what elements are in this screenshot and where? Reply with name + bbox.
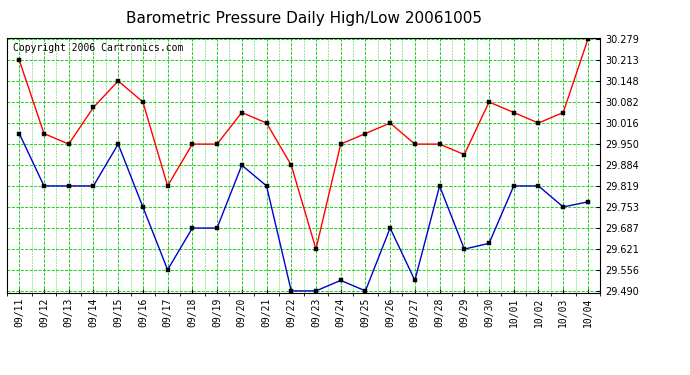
Text: Barometric Pressure Daily High/Low 20061005: Barometric Pressure Daily High/Low 20061… bbox=[126, 11, 482, 26]
Text: Copyright 2006 Cartronics.com: Copyright 2006 Cartronics.com bbox=[13, 43, 184, 52]
